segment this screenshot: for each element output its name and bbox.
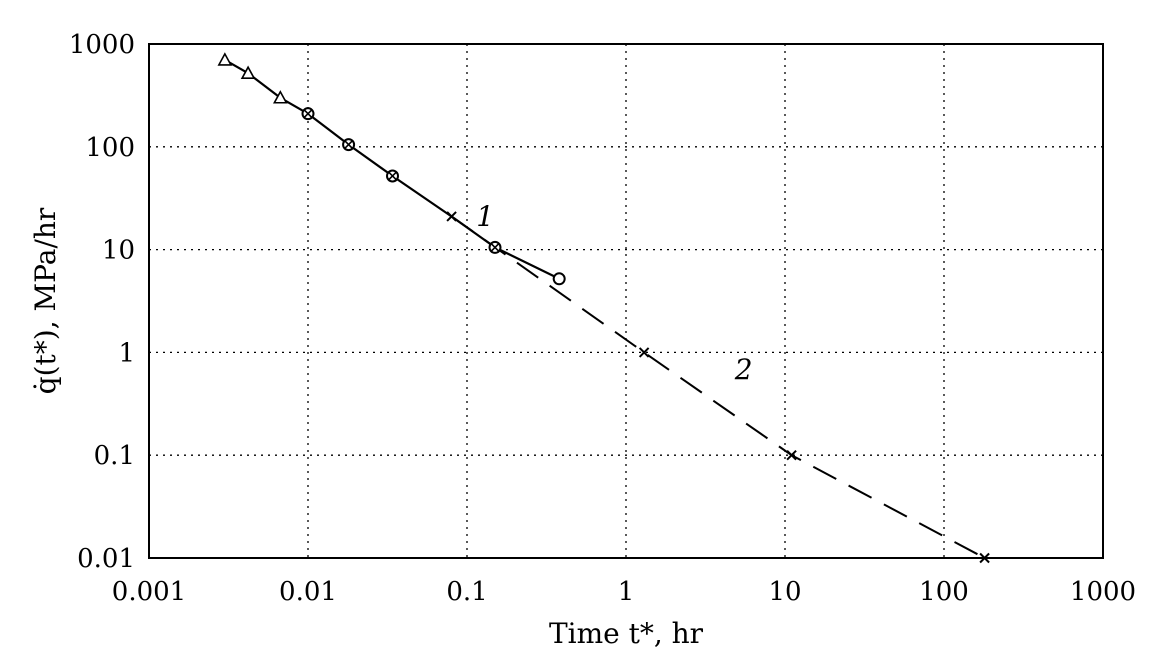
y-axis-label: q̇(t*), MPa/hr [29, 207, 62, 394]
x-tick-label: 0.001 [112, 577, 186, 607]
circle-x-cross [388, 171, 397, 181]
x-tick-label: 10 [768, 577, 801, 607]
circle-x-cross [344, 140, 353, 149]
grid-lines [149, 44, 1103, 558]
triangle-marker [240, 65, 256, 79]
y-tick-label: 1000 [69, 30, 135, 60]
triangle-marker [217, 52, 233, 66]
circle-x-cross [490, 243, 500, 252]
y-tick-label: 100 [85, 133, 135, 163]
series-line-1 [224, 58, 560, 280]
curve-labels: 12 [476, 200, 752, 386]
curve-label-2: 2 [734, 353, 753, 386]
y-tick-labels: 0.01 0.1 1 10 100 1000 [69, 30, 135, 574]
x-tick-label: 0.01 [279, 577, 337, 607]
x-marker [446, 211, 457, 222]
y-tick-label: 10 [102, 236, 135, 266]
circle-marker [552, 272, 566, 286]
y-tick-label: 1 [118, 338, 135, 368]
x-marker [786, 449, 797, 461]
y-tick-label: 0.01 [77, 544, 135, 574]
x-tick-label: 0.1 [446, 577, 487, 607]
plot-frame [148, 43, 1104, 559]
x-tick-labels: 0.001 0.01 0.1 1 10 100 1000 [112, 577, 1136, 607]
x-tick-label: 1000 [1070, 577, 1136, 607]
triangle-marker [272, 90, 288, 104]
data-markers [217, 52, 990, 564]
data-series [224, 58, 986, 559]
y-tick-label: 0.1 [94, 441, 135, 471]
series-line-2 [451, 215, 986, 559]
circle-x-cross [303, 109, 313, 118]
curve-label-1: 1 [476, 200, 494, 233]
x-marker [638, 347, 650, 358]
x-tick-label: 100 [919, 577, 969, 607]
x-axis-label: Time t*, hr [549, 617, 704, 650]
x-tick-label: 1 [618, 577, 635, 607]
